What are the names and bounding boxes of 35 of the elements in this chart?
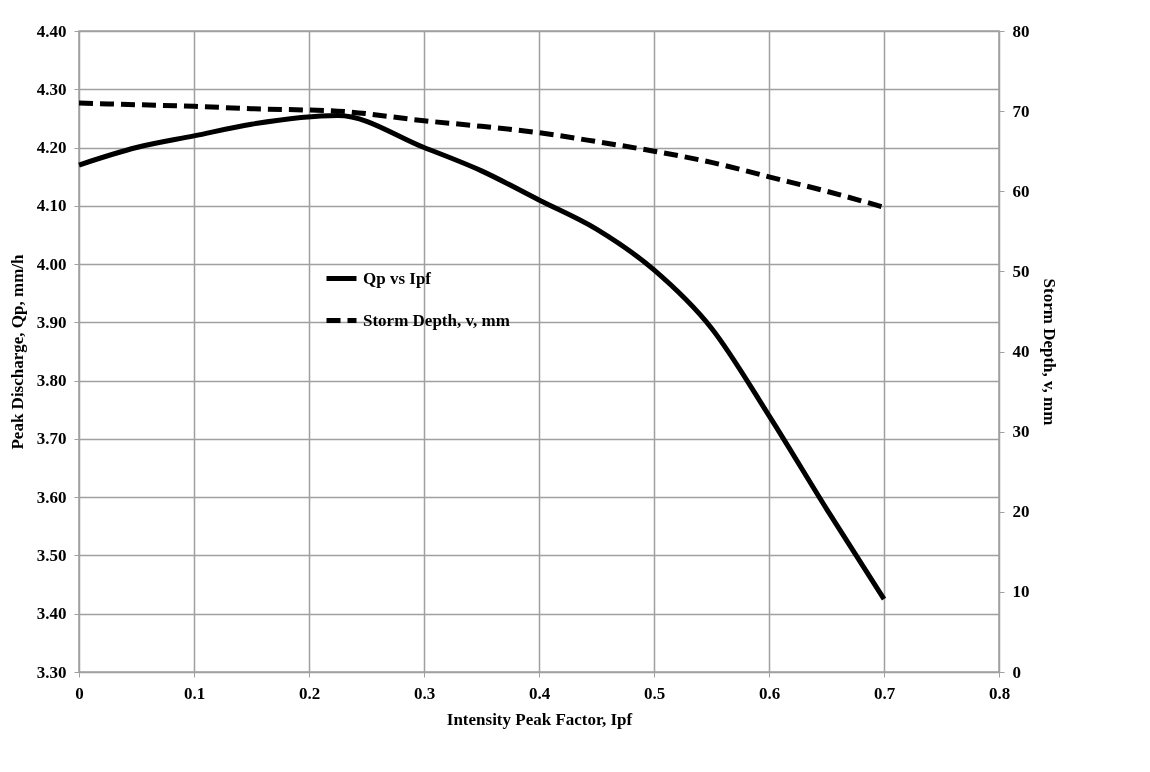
y-tick-label: 4.20 (36, 138, 67, 158)
y-tick-label: 3.60 (36, 487, 67, 507)
y2-tick-label: 80 (1012, 21, 1030, 41)
y2-tick-label: 60 (1012, 181, 1030, 201)
x-tick-label: 0.8 (988, 683, 1011, 703)
y-tick-label: 3.80 (36, 371, 67, 391)
x-tick-label: 0.1 (183, 683, 206, 703)
y-tick-label: 3.30 (36, 662, 67, 682)
y-tick-label: 4.40 (36, 21, 67, 41)
y-tick-label: 3.40 (36, 604, 67, 624)
x-tick-label: 0.7 (873, 683, 896, 703)
y2-tick-label: 10 (1012, 582, 1030, 602)
y-tick-label: 3.70 (36, 429, 67, 449)
y2-tick-label: 70 (1012, 101, 1030, 121)
y2-tick-label: 50 (1012, 261, 1030, 281)
y-tick-label: 4.30 (36, 79, 67, 99)
x-tick-label: 0.6 (758, 683, 781, 703)
y2-tick-label: 20 (1012, 502, 1030, 522)
y2-tick-label: 0 (1012, 662, 1021, 682)
y-tick-label: 4.00 (36, 254, 67, 274)
y2-tick-label: 40 (1012, 342, 1030, 361)
legend-label: Storm Depth, v, mm (363, 310, 510, 330)
x-tick-label: 0 (75, 683, 84, 703)
legend-label: Qp vs Ipf (363, 268, 432, 288)
x-tick-label: 0.4 (528, 683, 551, 703)
x-tick-label: 0.5 (643, 683, 666, 703)
y-tick-label: 3.90 (36, 312, 67, 332)
x-tick-label: 0.3 (413, 683, 436, 703)
y-axis-title: Peak Discharge, Qp, mm/h (7, 253, 27, 450)
y-tick-label: 3.50 (36, 545, 67, 565)
y2-tick-label: 30 (1012, 422, 1030, 442)
x-axis-title: Intensity Peak Factor, Ipf (446, 709, 633, 729)
y2-axis-title: Storm Depth, v, mm (1039, 278, 1059, 426)
x-tick-label: 0.2 (298, 683, 321, 703)
y-tick-label: 4.10 (36, 196, 67, 216)
